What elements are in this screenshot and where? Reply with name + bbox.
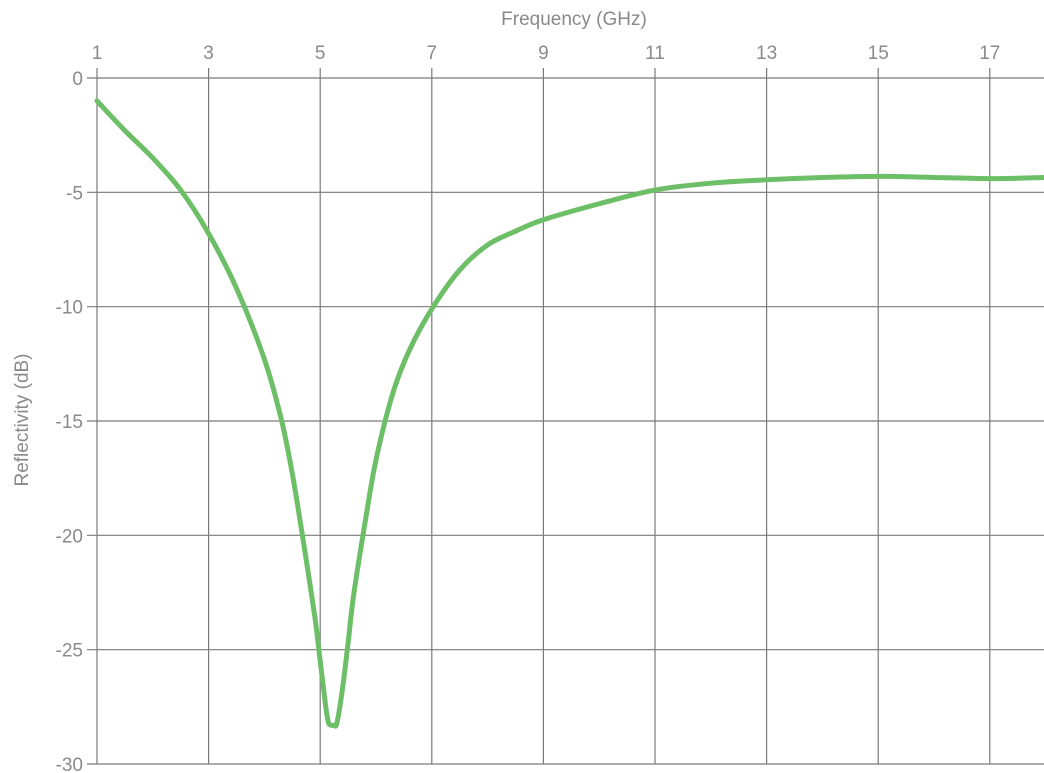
x-tick-label: 15 [868,43,889,64]
tick-labels: 1 3 5 7 9 11 13 15 170-5-10-15-20-25-30 [56,43,1001,773]
x-tick-label: 11 [645,43,665,64]
x-tick-label: 9 [538,43,549,64]
y-tick-label: -10 [56,298,83,319]
y-tick-label: 0 [72,69,83,90]
x-tick-label: 5 [315,43,326,64]
x-tick-label: 3 [203,43,214,64]
x-tick-label: 7 [427,43,438,64]
y-tick-label: -20 [56,526,83,547]
y-axis-title: Reflectivity (dB) [12,353,33,486]
y-tick-label: -30 [56,755,83,773]
reflectivity-series-line [94,98,1044,729]
y-tick-label: -25 [56,641,83,662]
x-tick-label: 1 [92,43,103,64]
x-tick-label: 13 [756,43,777,64]
x-axis-title: Frequency (GHz) [501,9,647,30]
x-tick-label: 17 [979,43,1000,64]
y-tick-label: -15 [56,412,83,433]
y-tick-label: -5 [66,183,83,204]
grid [87,68,1044,765]
